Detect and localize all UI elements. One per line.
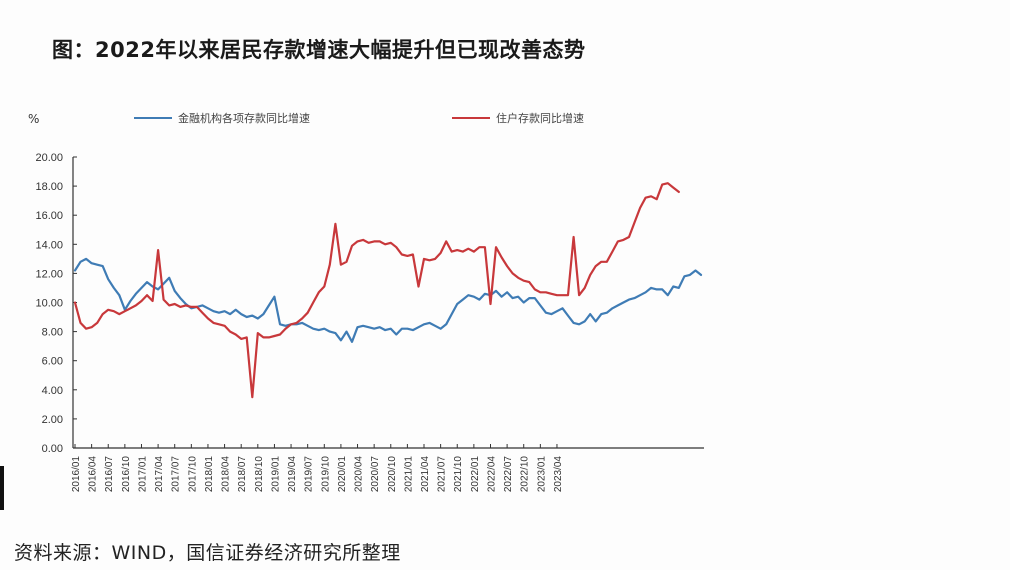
x-tick: 2016/10 (121, 444, 132, 492)
x-tick: 2023/04 (553, 444, 564, 492)
legend-swatch-red (452, 117, 490, 119)
x-tick: 2022/10 (520, 444, 531, 492)
x-tick: 2017/04 (154, 444, 165, 492)
x-tick: 2021/07 (437, 444, 448, 492)
svg-text:6.00: 6.00 (42, 356, 63, 368)
y-tick: 12.00 (35, 268, 77, 280)
svg-text:2018/10: 2018/10 (254, 456, 265, 493)
x-tick: 2018/10 (254, 444, 265, 492)
svg-text:2018/07: 2018/07 (237, 456, 248, 493)
y-tick: 0.00 (42, 443, 77, 455)
x-tick: 2020/10 (387, 444, 398, 492)
y-tick: 6.00 (42, 356, 77, 368)
svg-text:2021/04: 2021/04 (420, 456, 431, 493)
svg-text:0.00: 0.00 (42, 443, 63, 455)
svg-text:2023/04: 2023/04 (553, 456, 564, 493)
svg-text:2019/01: 2019/01 (270, 456, 281, 493)
x-tick: 2019/10 (320, 444, 331, 492)
y-tick: 4.00 (42, 385, 77, 397)
x-tick: 2020/01 (337, 444, 348, 492)
y-tick: 2.00 (42, 414, 77, 426)
svg-text:2021/01: 2021/01 (403, 456, 414, 493)
svg-text:2021/07: 2021/07 (437, 456, 448, 493)
x-tick: 2020/04 (354, 444, 365, 492)
x-tick: 2016/04 (88, 444, 99, 492)
svg-text:2019/04: 2019/04 (287, 456, 298, 493)
y-tick: 18.00 (35, 181, 77, 193)
svg-text:2021/10: 2021/10 (453, 456, 464, 493)
x-tick: 2022/01 (470, 444, 481, 492)
x-tick: 2018/07 (237, 444, 248, 492)
svg-text:2020/04: 2020/04 (354, 456, 365, 493)
legend-label: 金融机构各项存款同比增速 (178, 112, 310, 125)
x-tick: 2019/01 (270, 444, 281, 492)
x-tick: 2016/07 (104, 444, 115, 492)
svg-text:2017/10: 2017/10 (187, 456, 198, 493)
svg-text:2016/01: 2016/01 (71, 456, 82, 493)
series-total-deposits-line (73, 257, 703, 343)
svg-text:2020/07: 2020/07 (370, 456, 381, 493)
svg-text:2020/10: 2020/10 (387, 456, 398, 493)
y-tick: 20.00 (35, 152, 77, 164)
y-tick: 10.00 (35, 298, 77, 310)
legend-item-total-deposits: 金融机构各项存款同比增速 (134, 110, 310, 126)
legend-label: 住户存款同比增速 (496, 112, 584, 125)
svg-text:2018/04: 2018/04 (221, 456, 232, 493)
svg-text:20.00: 20.00 (35, 152, 63, 164)
x-tick: 2017/01 (137, 444, 148, 492)
x-tick: 2017/07 (171, 444, 182, 492)
x-tick: 2019/04 (287, 444, 298, 492)
svg-text:4.00: 4.00 (42, 385, 63, 397)
svg-text:2019/07: 2019/07 (304, 456, 315, 493)
x-tick: 2022/04 (486, 444, 497, 492)
x-tick: 2018/04 (221, 444, 232, 492)
svg-text:14.00: 14.00 (35, 239, 63, 251)
y-tick: 8.00 (42, 327, 77, 339)
svg-text:2016/07: 2016/07 (104, 456, 115, 493)
x-tick: 2016/01 (71, 444, 82, 492)
svg-text:2022/07: 2022/07 (503, 456, 514, 493)
legend-item-household-deposits: 住户存款同比增速 (452, 110, 584, 126)
svg-text:2016/04: 2016/04 (88, 456, 99, 493)
x-tick: 2018/01 (204, 444, 215, 492)
y-tick: 14.00 (35, 239, 77, 251)
svg-text:10.00: 10.00 (35, 298, 63, 310)
svg-text:8.00: 8.00 (42, 327, 63, 339)
svg-text:2017/04: 2017/04 (154, 456, 165, 493)
svg-text:2020/01: 2020/01 (337, 456, 348, 493)
svg-text:16.00: 16.00 (35, 210, 63, 222)
x-tick: 2021/04 (420, 444, 431, 492)
x-tick: 2021/01 (403, 444, 414, 492)
svg-text:2017/01: 2017/01 (137, 456, 148, 493)
edge-bar (0, 466, 4, 510)
series-household-deposits-line (73, 182, 680, 399)
svg-text:2017/07: 2017/07 (171, 456, 182, 493)
legend-swatch-blue (134, 117, 172, 119)
y-axis-unit: % (28, 112, 40, 126)
x-tick: 2017/10 (187, 444, 198, 492)
svg-text:2.00: 2.00 (42, 414, 63, 426)
x-tick: 2021/10 (453, 444, 464, 492)
svg-text:2022/01: 2022/01 (470, 456, 481, 493)
x-tick: 2023/01 (536, 444, 547, 492)
svg-text:2018/01: 2018/01 (204, 456, 215, 493)
svg-text:2022/10: 2022/10 (520, 456, 531, 493)
x-tick: 2020/07 (370, 444, 381, 492)
svg-text:18.00: 18.00 (35, 181, 63, 193)
source-note: 资料来源：WIND，国信证券经济研究所整理 (14, 542, 401, 564)
svg-text:2023/01: 2023/01 (536, 456, 547, 493)
chart-title: 图：2022年以来居民存款增速大幅提升但已现改善态势 (52, 38, 586, 62)
svg-text:12.00: 12.00 (35, 268, 63, 280)
svg-text:2019/10: 2019/10 (320, 456, 331, 493)
svg-text:2016/10: 2016/10 (121, 456, 132, 493)
y-tick: 16.00 (35, 210, 77, 222)
x-tick: 2022/07 (503, 444, 514, 492)
x-tick: 2019/07 (304, 444, 315, 492)
svg-text:2022/04: 2022/04 (486, 456, 497, 493)
